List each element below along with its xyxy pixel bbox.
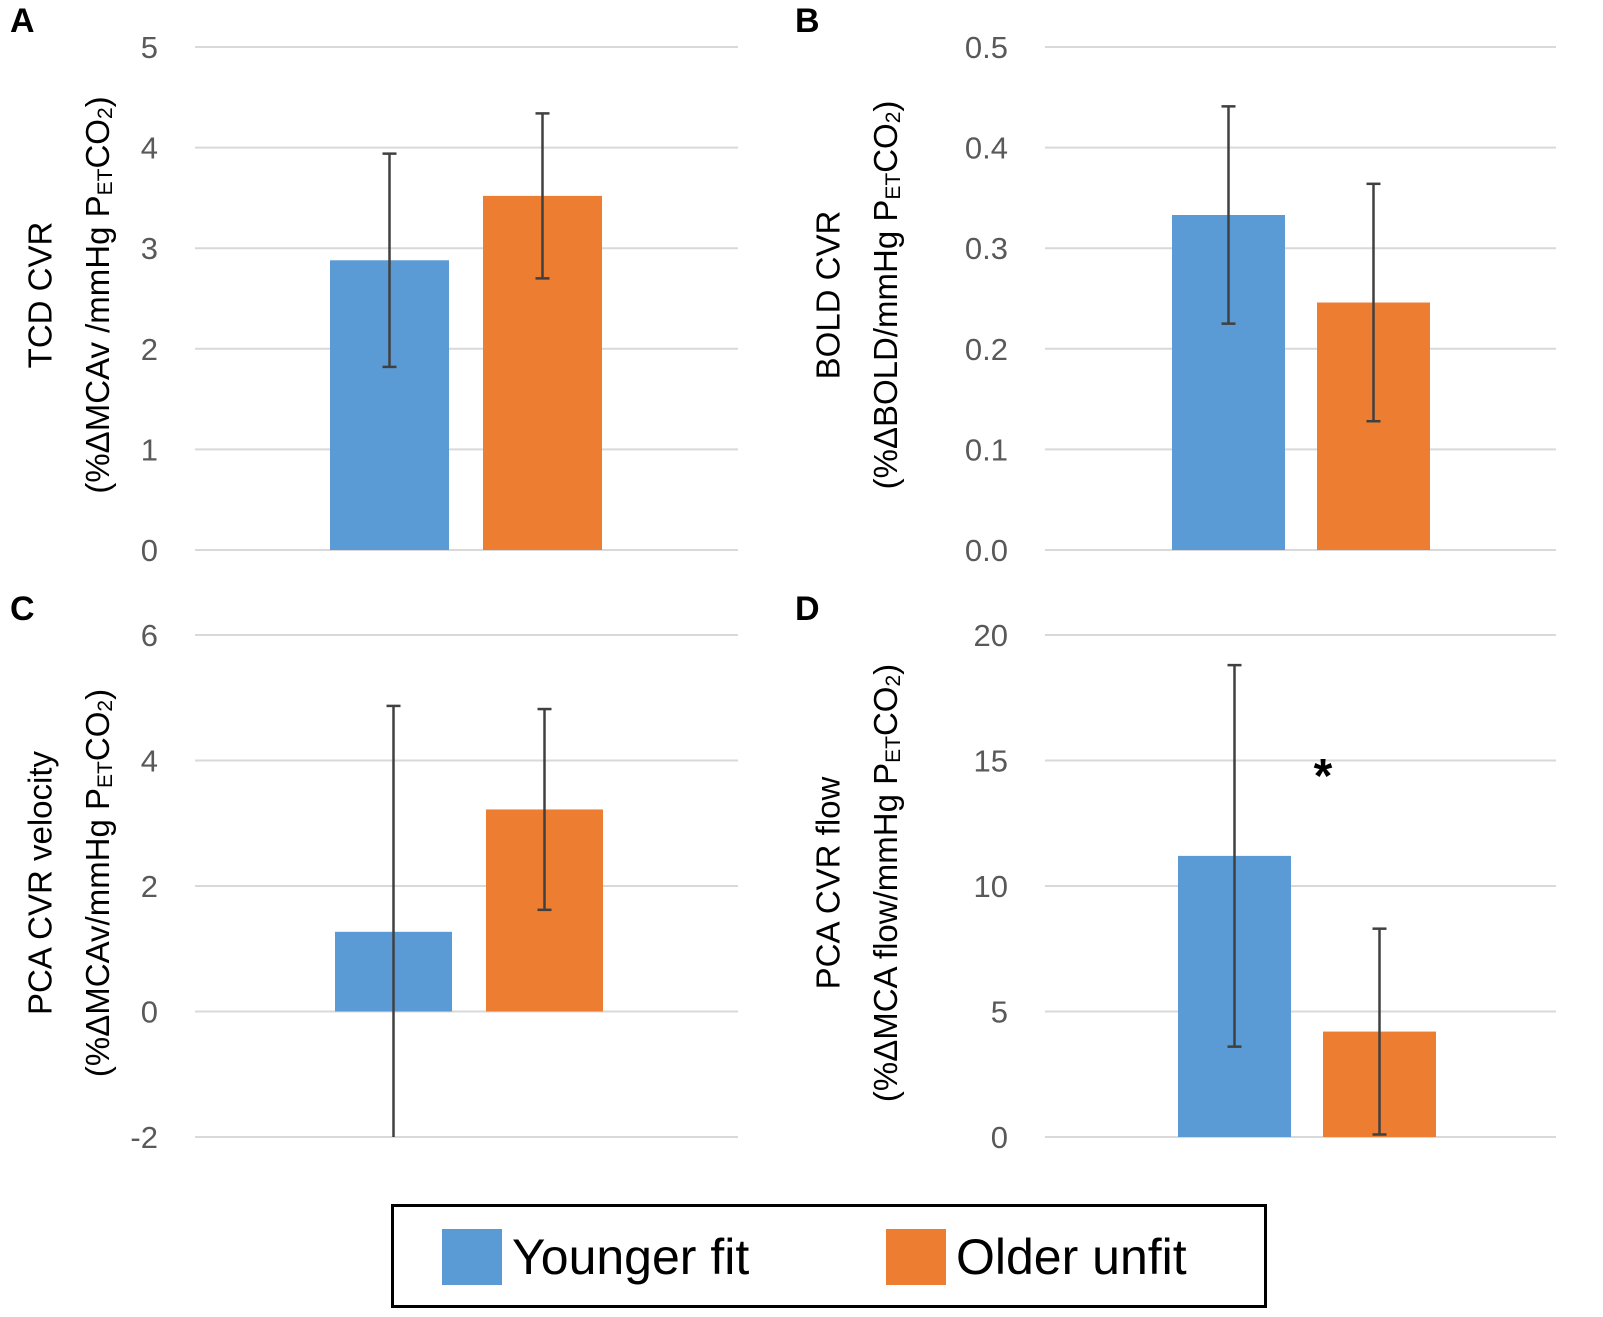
y-axis-title: PCA CVR flow	[810, 776, 847, 989]
y-axis-units-subscript: ET	[882, 736, 905, 763]
panel-d: 0 5 10 15 20 D PCA CVR flow (%ΔMCA flow/mmHg PE…	[795, 590, 1556, 1155]
y-axis-units-text: CO	[867, 687, 904, 737]
y-axis-units-text: )	[867, 101, 904, 112]
y-axis-units-subscript: ET	[882, 173, 905, 200]
legend-swatch-younger	[442, 1229, 502, 1285]
y-tick-label: 0.5	[965, 30, 1008, 65]
y-axis-units-text: CO	[79, 712, 116, 762]
y-axis-units: (%ΔBOLD/mmHg PETCO2)	[867, 101, 905, 490]
y-axis-units-text: )	[79, 689, 116, 700]
y-tick-label: 0.1	[965, 432, 1008, 467]
y-axis-units-subscript: ET	[94, 761, 117, 788]
y-axis-units-subscript: 2	[882, 112, 905, 124]
panel-label: C	[10, 590, 35, 628]
y-tick-label: 5	[991, 995, 1008, 1030]
y-axis-units: (%ΔMCA flow/mmHg PETCO2)	[867, 664, 905, 1102]
y-tick-label: 0.2	[965, 332, 1008, 367]
y-tick-label: 0	[141, 995, 158, 1030]
y-axis-title: BOLD CVR	[810, 211, 847, 380]
y-axis-units-subscript: ET	[94, 168, 117, 195]
y-tick-label: 0	[991, 1120, 1008, 1155]
y-tick-label: 4	[141, 744, 158, 779]
panel-c: -2 0 2 4 6 C PCA CVR velocity (%ΔMCAv/mmHg PETC…	[10, 590, 738, 1155]
y-tick-label: -2	[130, 1120, 158, 1155]
y-tick-label: 0.4	[965, 131, 1008, 166]
y-axis-units-text: )	[79, 96, 116, 107]
panel-b: 0.0 0.1 0.2 0.3 0.4 0.5 B BOLD CVR (%ΔBOLD/mmHg …	[795, 2, 1556, 568]
y-axis-title: TCD CVR	[22, 222, 59, 369]
y-axis-units-subscript: 2	[94, 700, 117, 712]
y-tick-label: 15	[974, 744, 1008, 779]
panel-label: D	[795, 590, 820, 628]
legend-label-older: Older unfit	[956, 1229, 1187, 1285]
y-axis-units: (%ΔMCAv /mmHg PETCO2)	[79, 96, 117, 493]
panel-label: B	[795, 2, 820, 40]
y-axis-units: (%ΔMCAv/mmHg PETCO2)	[79, 689, 117, 1077]
y-axis-units-text: (%ΔBOLD/mmHg P	[867, 200, 904, 490]
y-tick-label: 2	[141, 332, 158, 367]
legend-item-younger: Younger fit	[442, 1227, 749, 1287]
y-tick-label: 0.0	[965, 533, 1008, 568]
y-tick-label: 2	[141, 869, 158, 904]
y-axis-units-subscript: 2	[94, 107, 117, 119]
y-tick-label: 4	[141, 131, 158, 166]
legend-label-younger: Younger fit	[512, 1229, 750, 1285]
y-tick-label: 5	[141, 30, 158, 65]
y-axis-units-text: CO	[867, 123, 904, 173]
y-axis-units-subscript: 2	[882, 675, 905, 687]
legend-swatch-older	[886, 1229, 946, 1285]
significance-marker: *	[1314, 750, 1333, 803]
y-axis-units-text: )	[867, 664, 904, 675]
y-tick-label: 0.3	[965, 231, 1008, 266]
y-axis-title: PCA CVR velocity	[22, 750, 59, 1015]
y-tick-label: 20	[974, 618, 1008, 653]
legend: Younger fit Older unfit	[391, 1204, 1267, 1308]
y-tick-label: 6	[141, 618, 158, 653]
y-axis-units-text: (%ΔMCAv/mmHg P	[79, 788, 116, 1077]
y-tick-label: 10	[974, 869, 1008, 904]
y-axis-units-text: CO	[79, 119, 116, 169]
y-tick-label: 1	[141, 432, 158, 467]
y-axis-units-text: (%ΔMCA flow/mmHg P	[867, 763, 904, 1102]
legend-item-older: Older unfit	[886, 1227, 1187, 1287]
y-axis-units-text: (%ΔMCAv /mmHg P	[79, 195, 116, 493]
y-tick-label: 3	[141, 231, 158, 266]
panel-label: A	[10, 2, 35, 40]
y-tick-label: 0	[141, 533, 158, 568]
